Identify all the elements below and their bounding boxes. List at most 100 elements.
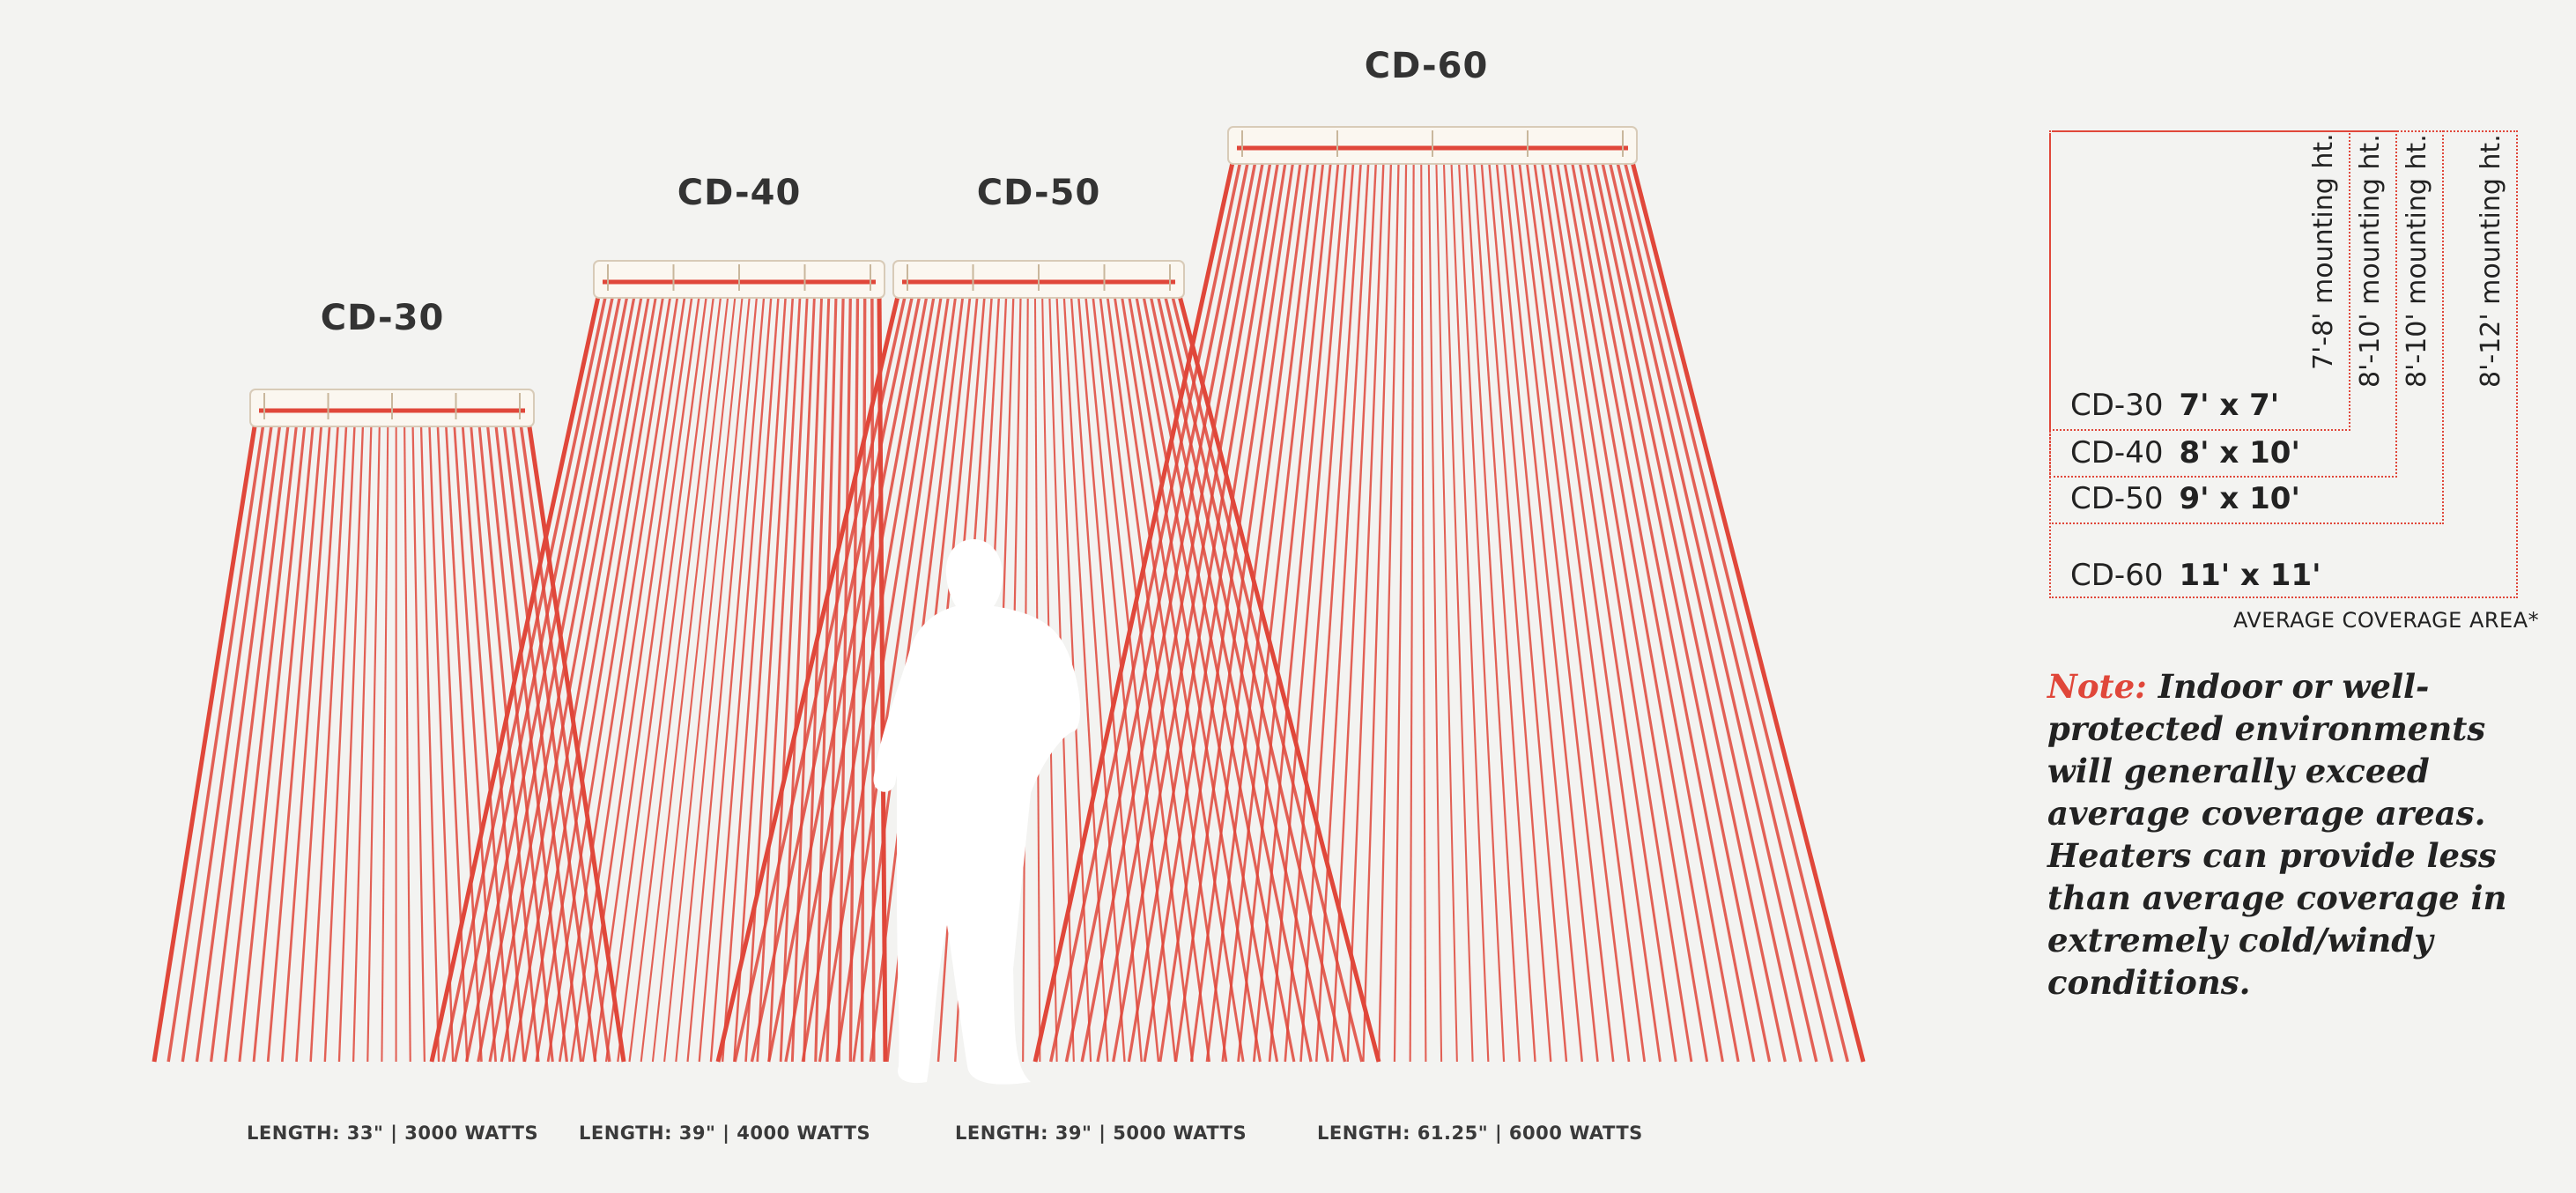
heat-ray: [281, 420, 331, 1063]
note-text: Indoor or well-protected environments wi…: [2047, 667, 2507, 1002]
heat-ray: [663, 292, 744, 1063]
heat-ray: [429, 292, 602, 1063]
heat-ray: [675, 292, 751, 1063]
heater-units: [249, 126, 1638, 427]
coverage-row-cd40: CD-40 8' x 10': [2070, 435, 2300, 471]
heat-ray: [523, 292, 658, 1063]
heat-ray: [453, 292, 615, 1063]
mounting-height-cd30: 7'-8' mounting ht.: [2308, 133, 2339, 370]
heat-ray: [733, 292, 907, 1063]
heat-ray: [477, 420, 540, 1063]
heat-ray: [581, 292, 694, 1063]
heat-ray: [1098, 292, 1194, 1063]
heat-ray: [1237, 158, 1333, 1063]
heat-ray: [1268, 158, 1348, 1063]
heater-cd60: [1227, 126, 1638, 165]
heat-ray: [1064, 158, 1250, 1063]
heat-ray: [252, 420, 315, 1063]
heat-ray: [825, 292, 845, 1063]
heat-ray: [1532, 158, 1662, 1063]
heat-ray: [1134, 292, 1279, 1063]
heat-ray: [1562, 158, 1724, 1063]
heat-ray: [1442, 158, 1474, 1063]
heat-ray: [1077, 292, 1143, 1063]
heat-ray: [593, 292, 701, 1063]
heat-ray: [1409, 158, 1415, 1063]
heat-ray: [1540, 158, 1677, 1063]
heat-ray: [352, 420, 373, 1063]
coverage-row-cd30: CD-30 7' x 7': [2070, 388, 2279, 423]
mounting-height-cd50: 8'-10' mounting ht.: [2402, 134, 2432, 388]
heat-ray: [604, 292, 708, 1063]
coverage-model: CD-60: [2070, 558, 2164, 593]
heat-ray: [835, 292, 951, 1063]
heat-ray: [733, 292, 788, 1063]
coverage-model: CD-30: [2070, 388, 2164, 423]
heat-ray: [1435, 158, 1458, 1063]
heat-ray: [266, 420, 323, 1063]
spec-cd40: LENGTH: 39" | 4000 WATTS: [579, 1123, 871, 1144]
ray-fan-cd60: [1033, 158, 1866, 1063]
heat-ray: [419, 420, 440, 1063]
heat-ray: [767, 292, 809, 1063]
heat-ray: [1427, 158, 1443, 1063]
note-paragraph: Note: Indoor or well-protected environme…: [2047, 665, 2523, 1004]
heat-ray: [1600, 158, 1802, 1063]
heat-ray: [1127, 158, 1280, 1063]
heat-ray: [1096, 158, 1265, 1063]
heat-ray: [1420, 158, 1427, 1063]
heat-ray: [1378, 158, 1400, 1063]
model-title-cd30: CD-30: [320, 298, 445, 338]
heat-ray: [500, 292, 644, 1063]
heater-cd50: [892, 260, 1185, 299]
heat-ray: [535, 292, 665, 1063]
heat-ray: [1393, 158, 1408, 1063]
heater-coverage-diagram: [152, 126, 1866, 1085]
heat-ray: [640, 292, 729, 1063]
heat-ray: [801, 292, 936, 1063]
heat-ray: [1091, 292, 1177, 1063]
heat-ray: [441, 292, 608, 1063]
heat-ray: [1510, 158, 1615, 1063]
coverage-dims: 8' x 10': [2179, 435, 2300, 471]
heat-ray: [1221, 158, 1325, 1063]
heat-ray: [698, 292, 766, 1063]
heat-ray: [1495, 158, 1584, 1063]
heat-ray: [461, 420, 512, 1063]
heater-cd40: [593, 260, 885, 299]
heat-ray: [1622, 158, 1849, 1063]
heat-ray: [181, 420, 274, 1063]
model-title-cd40: CD-40: [677, 173, 802, 213]
heat-ray: [1062, 292, 1109, 1063]
coverage-model: CD-40: [2070, 435, 2164, 471]
coverage-dims: 7' x 7': [2179, 388, 2280, 423]
heat-ray: [1049, 158, 1243, 1063]
heat-ray: [1084, 292, 1160, 1063]
heat-ray: [477, 292, 630, 1063]
heat-ray: [488, 292, 637, 1063]
heat-ray: [1070, 292, 1126, 1063]
heat-ray: [1299, 158, 1363, 1063]
heat-ray: [238, 420, 307, 1063]
heat-ray: [1284, 158, 1355, 1063]
heat-ray: [1517, 158, 1631, 1063]
heat-ray: [295, 420, 340, 1063]
heat-ray: [1080, 158, 1258, 1063]
heat-ray: [210, 420, 291, 1063]
heat-ray: [428, 420, 455, 1063]
heat-ray: [436, 420, 469, 1063]
heat-ray: [767, 292, 922, 1063]
heat-ray: [411, 420, 426, 1063]
heat-ray: [1465, 158, 1521, 1063]
heat-ray: [546, 292, 672, 1063]
coverage-model: CD-50: [2070, 481, 2164, 516]
heat-ray: [510, 420, 597, 1063]
spec-cd30: LENGTH: 33" | 3000 WATTS: [247, 1123, 539, 1144]
heat-ray: [464, 292, 623, 1063]
heat-ray: [570, 292, 687, 1063]
coverage-row-cd50: CD-50 9' x 10': [2070, 481, 2300, 516]
heat-ray: [1174, 158, 1303, 1063]
heat-ray: [651, 292, 737, 1063]
heat-ray: [1615, 158, 1834, 1063]
heat-ray: [526, 420, 626, 1063]
